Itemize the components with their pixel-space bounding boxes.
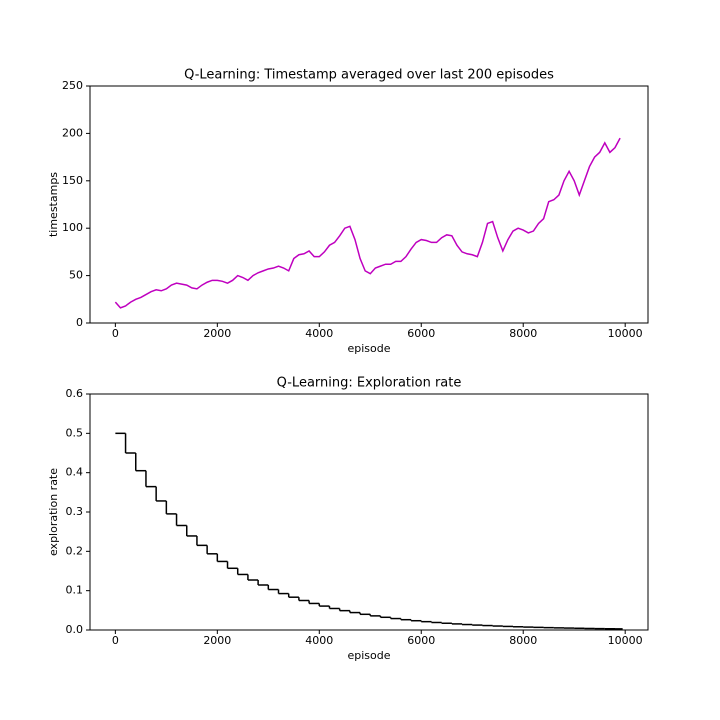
x-tick-label: 10000 <box>608 634 643 647</box>
x-tick-label: 6000 <box>407 634 435 647</box>
y-tick-label: 0.3 <box>66 505 84 518</box>
y-tick-label: 200 <box>62 126 83 139</box>
x-tick-label: 8000 <box>509 327 537 340</box>
y-tick-label: 250 <box>62 79 83 92</box>
data-line <box>114 137 621 309</box>
y-axis-label: exploration rate <box>47 468 60 556</box>
y-tick-label: 0.1 <box>66 584 84 597</box>
chart-title: Q-Learning: Timestamp averaged over last… <box>184 68 554 83</box>
y-tick-label: 100 <box>62 221 83 234</box>
x-tick-label: 8000 <box>509 634 537 647</box>
x-tick-label: 2000 <box>203 634 231 647</box>
plot-frame <box>89 393 649 631</box>
x-tick-label: 4000 <box>305 327 333 340</box>
x-tick-label: 6000 <box>407 327 435 340</box>
x-tick-label: 10000 <box>608 327 643 340</box>
x-tick-label: 2000 <box>203 327 231 340</box>
y-axis-label: timestamps <box>47 172 60 237</box>
x-tick-label: 0 <box>112 634 119 647</box>
x-axis-label: episode <box>347 342 390 355</box>
y-tick-label: 0.6 <box>66 387 84 400</box>
x-axis-label: episode <box>347 649 390 662</box>
y-tick-label: 0 <box>76 316 83 329</box>
y-tick-label: 150 <box>62 174 83 187</box>
y-tick-label: 0.0 <box>66 623 84 636</box>
chart-title: Q-Learning: Exploration rate <box>277 376 462 391</box>
y-tick-label: 50 <box>69 269 83 282</box>
plot-frame <box>89 85 649 324</box>
x-tick-label: 0 <box>112 327 119 340</box>
y-tick-label: 0.2 <box>66 544 84 557</box>
y-tick-label: 0.4 <box>66 466 84 479</box>
y-tick-label: 0.5 <box>66 426 84 439</box>
x-tick-label: 4000 <box>305 634 333 647</box>
